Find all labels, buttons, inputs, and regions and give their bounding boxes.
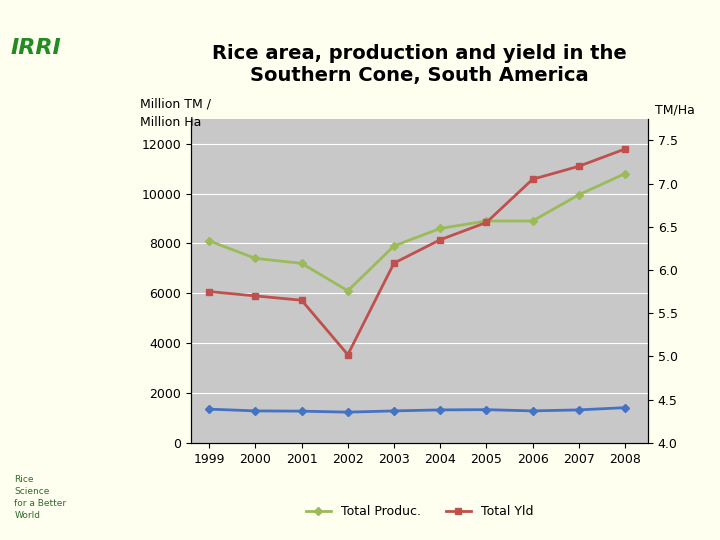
Total Yld (528, 176, 537, 183)
Total Produc. (482, 218, 491, 224)
Total Area (390, 408, 398, 414)
Total Area (251, 408, 260, 414)
Text: TM/Ha: TM/Ha (655, 103, 695, 116)
Total Produc. (390, 242, 398, 249)
Total Yld (482, 219, 491, 226)
Total Area (621, 404, 629, 411)
Total Yld (343, 352, 352, 358)
Line: Total Area: Total Area (207, 405, 628, 415)
Total Produc. (343, 287, 352, 294)
Total Area (436, 407, 444, 413)
Total Yld (575, 163, 583, 170)
Total Yld (297, 297, 306, 303)
Total Area (528, 408, 537, 414)
Total Yld (390, 260, 398, 266)
Total Area (205, 406, 214, 413)
Total Yld (251, 293, 260, 299)
Total Produc. (575, 192, 583, 198)
Total Area (343, 409, 352, 415)
Total Produc. (528, 218, 537, 224)
Text: Million Ha: Million Ha (140, 116, 202, 129)
Text: IRRI: IRRI (11, 38, 61, 58)
Text: Million TM /: Million TM / (140, 98, 212, 111)
Total Area (482, 407, 491, 413)
Legend: Total Produc., Total Yld: Total Produc., Total Yld (301, 500, 538, 523)
Total Area (297, 408, 306, 414)
Total Yld (436, 237, 444, 243)
Total Produc. (621, 171, 629, 177)
Total Yld (621, 146, 629, 152)
Total Produc. (205, 238, 214, 244)
Total Produc. (251, 255, 260, 261)
Total Produc. (436, 225, 444, 232)
Text: Rice area, production and yield in the
Southern Cone, South America: Rice area, production and yield in the S… (212, 44, 627, 85)
Total Area (575, 407, 583, 413)
Total Yld (205, 288, 214, 295)
Text: Rice
Science
for a Better
World: Rice Science for a Better World (14, 475, 66, 519)
Total Produc. (297, 260, 306, 267)
Line: Total Produc.: Total Produc. (207, 171, 628, 294)
Line: Total Yld: Total Yld (207, 146, 628, 357)
